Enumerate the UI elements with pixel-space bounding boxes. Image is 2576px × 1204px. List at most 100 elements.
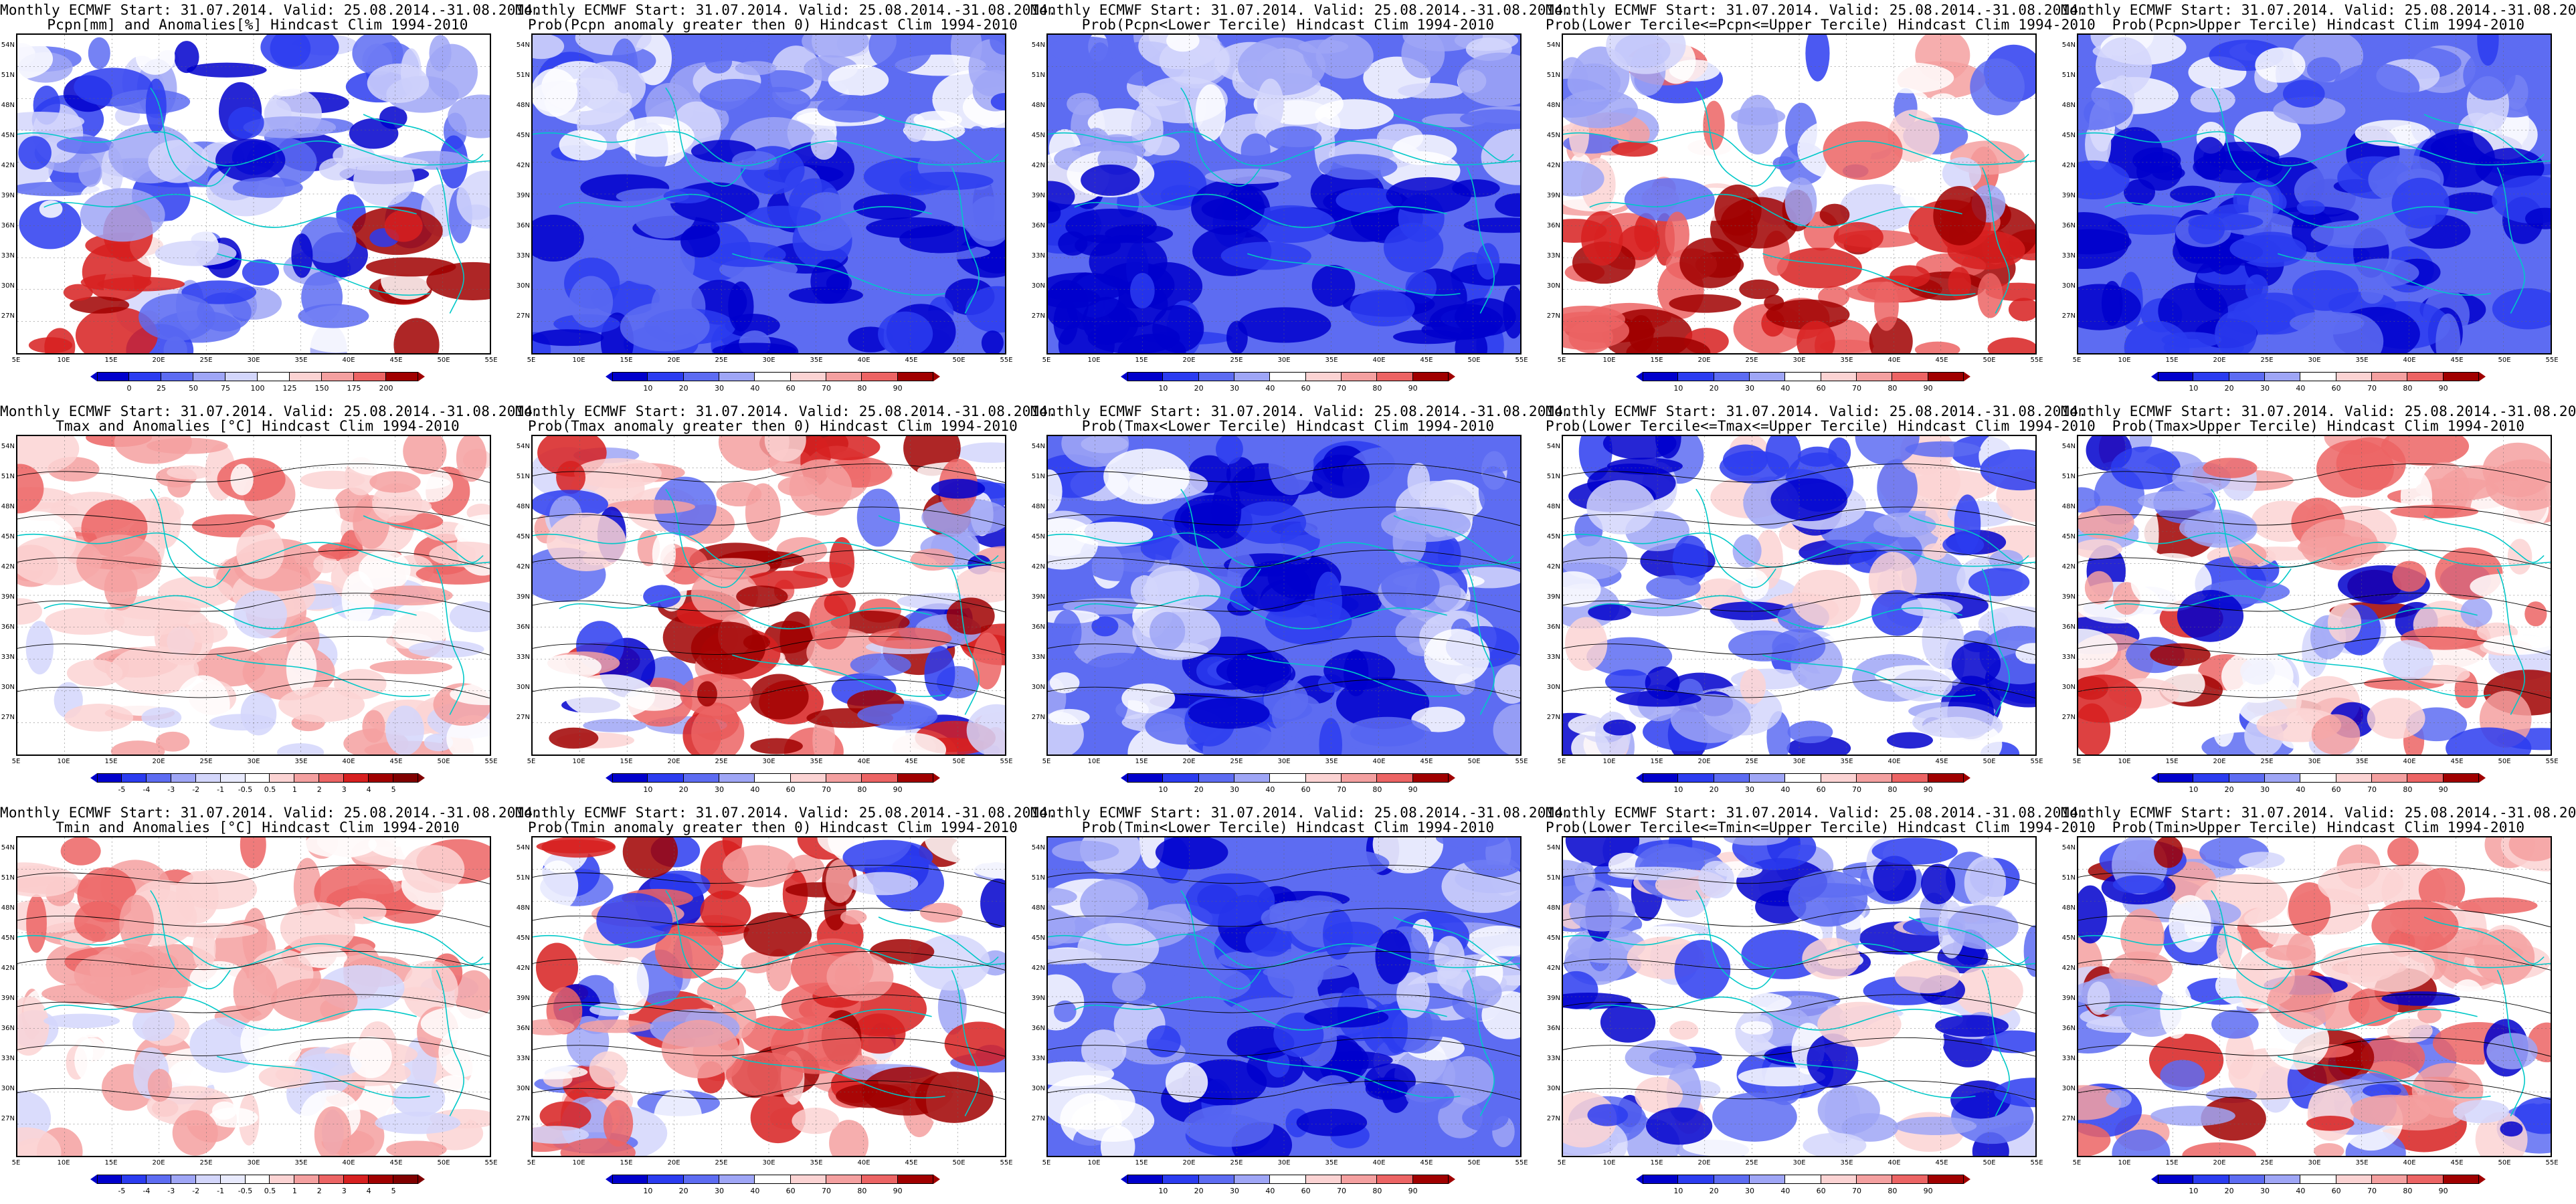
- coastline: [1563, 934, 2035, 969]
- field-blob: [318, 542, 359, 560]
- map-field-svg: [1048, 436, 1520, 755]
- lon-tick-label: 30E: [1792, 758, 1806, 765]
- coastline: [1589, 595, 1962, 629]
- coastline: [559, 193, 932, 228]
- field-blob: [1776, 247, 1862, 289]
- forecast-map[interactable]: [531, 33, 1006, 355]
- forecast-map[interactable]: [2077, 435, 2552, 756]
- field-blob: [789, 459, 852, 516]
- forecast-map[interactable]: [16, 435, 491, 756]
- colorbar-tick-label: 80: [857, 785, 867, 794]
- forecast-map[interactable]: [2077, 33, 2552, 355]
- lon-tick-label: 45E: [1420, 1159, 1433, 1167]
- forecast-map[interactable]: [1562, 33, 2037, 355]
- field-blob: [1244, 205, 1336, 243]
- lon-tick-label: 10E: [2118, 357, 2131, 364]
- field-blob: [2362, 1084, 2401, 1098]
- field-blob: [135, 39, 175, 75]
- field-blob: [1263, 964, 1354, 981]
- field-blob: [358, 550, 411, 591]
- field-blob: [539, 1101, 591, 1131]
- field-blob: [2085, 119, 2112, 170]
- colorbar-tick-label: -3: [167, 785, 175, 794]
- lon-tick-label: 30E: [762, 758, 775, 765]
- lat-tick-label: 48N: [1, 904, 15, 912]
- field-blob: [1948, 267, 1971, 300]
- forecast-map[interactable]: [1046, 33, 1522, 355]
- lon-tick-label: 5E: [1042, 357, 1051, 364]
- isoline: [17, 994, 490, 1014]
- isoline: [533, 994, 1005, 1014]
- forecast-map[interactable]: [16, 33, 491, 355]
- coastline: [1695, 488, 1776, 588]
- isoline: [533, 951, 1005, 971]
- colorbar-tick-label: 10: [2189, 1187, 2199, 1195]
- colorbar-swatch: [195, 1175, 221, 1184]
- forecast-map[interactable]: [531, 435, 1006, 756]
- field-blob: [1912, 706, 1997, 738]
- lon-tick-label: 40E: [342, 758, 355, 765]
- field-blob: [2078, 505, 2134, 539]
- colorbar: [2151, 372, 2486, 381]
- field-blob: [314, 1106, 351, 1156]
- field-blob: [1772, 629, 1826, 664]
- panel-title-line2: Prob(Pcpn>Upper Tercile) Hindcast Clim 1…: [2112, 17, 2525, 33]
- field-blob: [385, 705, 424, 755]
- field-blob: [796, 192, 856, 252]
- forecast-map[interactable]: [1046, 836, 1522, 1157]
- field-blob: [2492, 288, 2551, 330]
- field-blob: [74, 1037, 110, 1084]
- lat-tick-label: 33N: [1546, 654, 1560, 661]
- forecast-map[interactable]: [2077, 836, 2552, 1157]
- lon-tick-label: 45E: [389, 357, 403, 364]
- field-blob: [2525, 1072, 2551, 1105]
- field-blob: [1819, 203, 1850, 226]
- field-blob: [1319, 718, 1343, 755]
- field-blob: [2296, 200, 2325, 215]
- forecast-map[interactable]: [1046, 435, 1522, 756]
- forecast-map[interactable]: [531, 836, 1006, 1157]
- colorbar-tick-label: 80: [1372, 384, 1382, 393]
- coastline: [2104, 595, 2478, 629]
- field-blob: [1406, 1082, 1455, 1111]
- lat-tick-label: 51N: [2061, 72, 2076, 79]
- colorbar-tick-label: 20: [1194, 1187, 1204, 1195]
- field-blob: [132, 1006, 175, 1041]
- field-blob: [743, 912, 812, 957]
- lat-tick-label: 45N: [1031, 934, 1045, 942]
- field-blob: [1737, 94, 1778, 155]
- map-field-svg: [17, 436, 490, 755]
- field-blob: [2078, 539, 2122, 559]
- coastline: [150, 87, 231, 187]
- field-blob: [1603, 719, 1636, 736]
- field-blob: [981, 330, 1004, 353]
- forecast-map[interactable]: [16, 836, 491, 1157]
- lon-tick-label: 15E: [2165, 758, 2179, 765]
- field-blob: [1770, 478, 1848, 522]
- field-blob: [60, 837, 101, 866]
- field-blob: [1805, 35, 1830, 82]
- lon-tick-label: 35E: [2355, 758, 2369, 765]
- lon-tick-label: 25E: [199, 357, 213, 364]
- field-blob: [537, 860, 579, 911]
- panel-title-line1: Monthly ECMWF Start: 31.07.2014. Valid: …: [1546, 2, 2088, 18]
- forecast-map[interactable]: [1562, 435, 2037, 756]
- lat-tick-label: 27N: [516, 1115, 530, 1122]
- forecast-map[interactable]: [1562, 836, 2037, 1157]
- field-blob: [810, 259, 849, 304]
- colorbar-swatch: [2300, 1175, 2336, 1184]
- colorbar-swatch: [1198, 773, 1234, 783]
- colorbar-tick-label: 30: [1230, 384, 1239, 393]
- map-panel-p21: Monthly ECMWF Start: 31.07.2014. Valid: …: [0, 401, 541, 803]
- lat-tick-label: 27N: [2061, 1115, 2076, 1122]
- colorbar-swatch: [2193, 372, 2229, 381]
- field-blob: [232, 177, 303, 198]
- colorbar-swatch: [1305, 773, 1342, 783]
- field-blob: [1087, 42, 1114, 96]
- field-blob: [1323, 651, 1395, 690]
- lon-tick-label: 20E: [152, 357, 165, 364]
- isoline: [533, 1080, 1005, 1100]
- field-blob: [743, 634, 770, 651]
- field-blob: [1375, 929, 1411, 985]
- lat-tick-label: 30N: [516, 282, 530, 290]
